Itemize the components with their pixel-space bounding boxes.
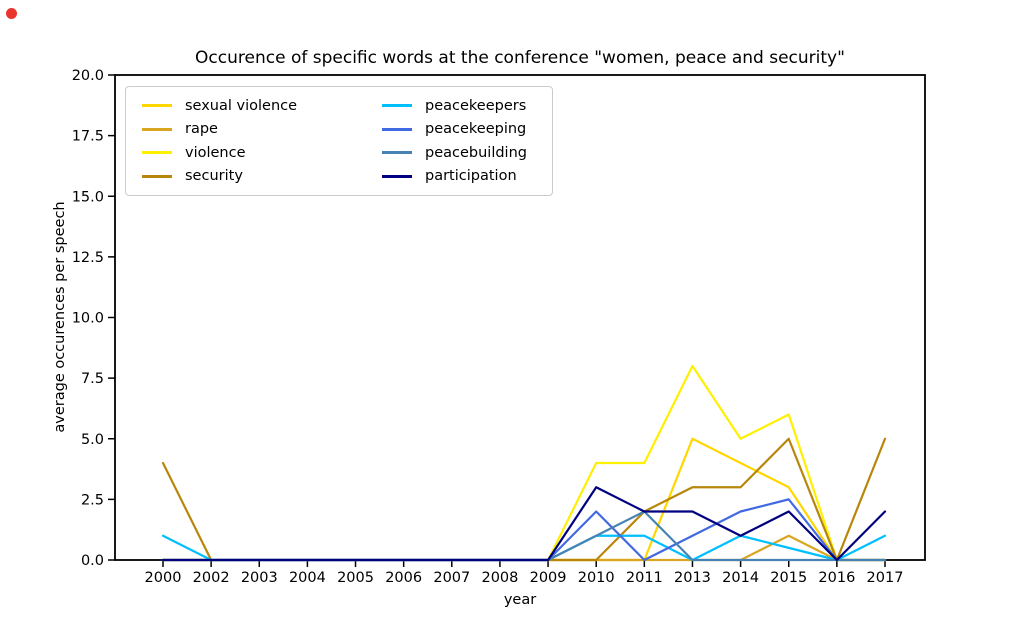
y-tick-label: 10.0 [72, 311, 104, 327]
legend-item-participation: participation [382, 168, 546, 184]
y-tick-label: 7.5 [81, 371, 104, 387]
legend-label: peacekeepers [425, 97, 527, 114]
x-tick-label: 2011 [626, 570, 663, 586]
x-tick-label: 2009 [530, 570, 567, 586]
y-tick-label: 5.0 [81, 432, 104, 448]
series-line-peacekeepers [161, 534, 887, 562]
x-tick-label: 2003 [241, 570, 278, 586]
x-tick-label: 2000 [145, 570, 182, 586]
x-tick-label: 2006 [385, 570, 422, 586]
legend-label: peacebuilding [425, 144, 527, 161]
legend-swatch-security [142, 174, 172, 178]
legend-item-peacekeepers: peacekeepers [382, 98, 546, 114]
x-tick-label: 2017 [867, 570, 904, 586]
legend: sexual violence rape violence security peace… [125, 86, 553, 196]
x-tick-label: 2010 [578, 570, 615, 586]
x-axis-label: year [503, 592, 537, 608]
y-tick-label: 17.5 [72, 129, 104, 145]
y-tick-label: 12.5 [72, 250, 104, 266]
y-tick-label: 2.5 [81, 492, 104, 508]
y-axis-label: average occurences per speech [52, 201, 68, 433]
legend-label: sexual violence [185, 97, 298, 114]
x-tick-label: 2008 [481, 570, 518, 586]
x-tick-label: 2004 [289, 570, 326, 586]
legend-label: security [185, 168, 243, 185]
legend-label: participation [425, 168, 517, 185]
legend-item-peacekeeping: peacekeeping [382, 121, 546, 137]
legend-swatch-peacekeeping [382, 127, 412, 131]
series-line-rape [161, 534, 887, 562]
x-tick-label: 2016 [818, 570, 855, 586]
legend-swatch-peacebuilding [382, 151, 412, 155]
series-line-participation [161, 486, 887, 562]
legend-swatch-peacekeepers [382, 104, 412, 108]
y-tick-label: 15.0 [72, 189, 104, 205]
legend-swatch-violence [142, 151, 172, 155]
legend-label: rape [185, 121, 218, 138]
x-tick-label: 2014 [722, 570, 759, 586]
legend-item-rape: rape [142, 121, 382, 137]
legend-item-peacebuilding: peacebuilding [382, 145, 546, 161]
chart-title: Occurence of specific words at the confe… [195, 48, 845, 68]
y-tick-label: 20.0 [72, 68, 104, 84]
y-tick-label: 0.0 [81, 553, 104, 569]
x-tick-label: 2007 [433, 570, 470, 586]
series-line-peacekeeping [161, 498, 887, 562]
legend-item-security: security [142, 168, 382, 184]
legend-item-violence: violence [142, 145, 382, 161]
x-tick-label: 2015 [770, 570, 807, 586]
legend-swatch-rape [142, 127, 172, 131]
x-tick-label: 2002 [193, 570, 230, 586]
series-line-violence [161, 364, 887, 562]
legend-label: peacekeeping [425, 121, 527, 138]
record-indicator-dot [6, 8, 17, 19]
legend-label: violence [185, 144, 246, 161]
x-tick-label: 2005 [337, 570, 374, 586]
x-tick-label: 2013 [674, 570, 711, 586]
legend-swatch-participation [382, 174, 412, 178]
legend-item-sexual-violence: sexual violence [142, 98, 382, 114]
legend-swatch-sexual-violence [142, 104, 172, 108]
